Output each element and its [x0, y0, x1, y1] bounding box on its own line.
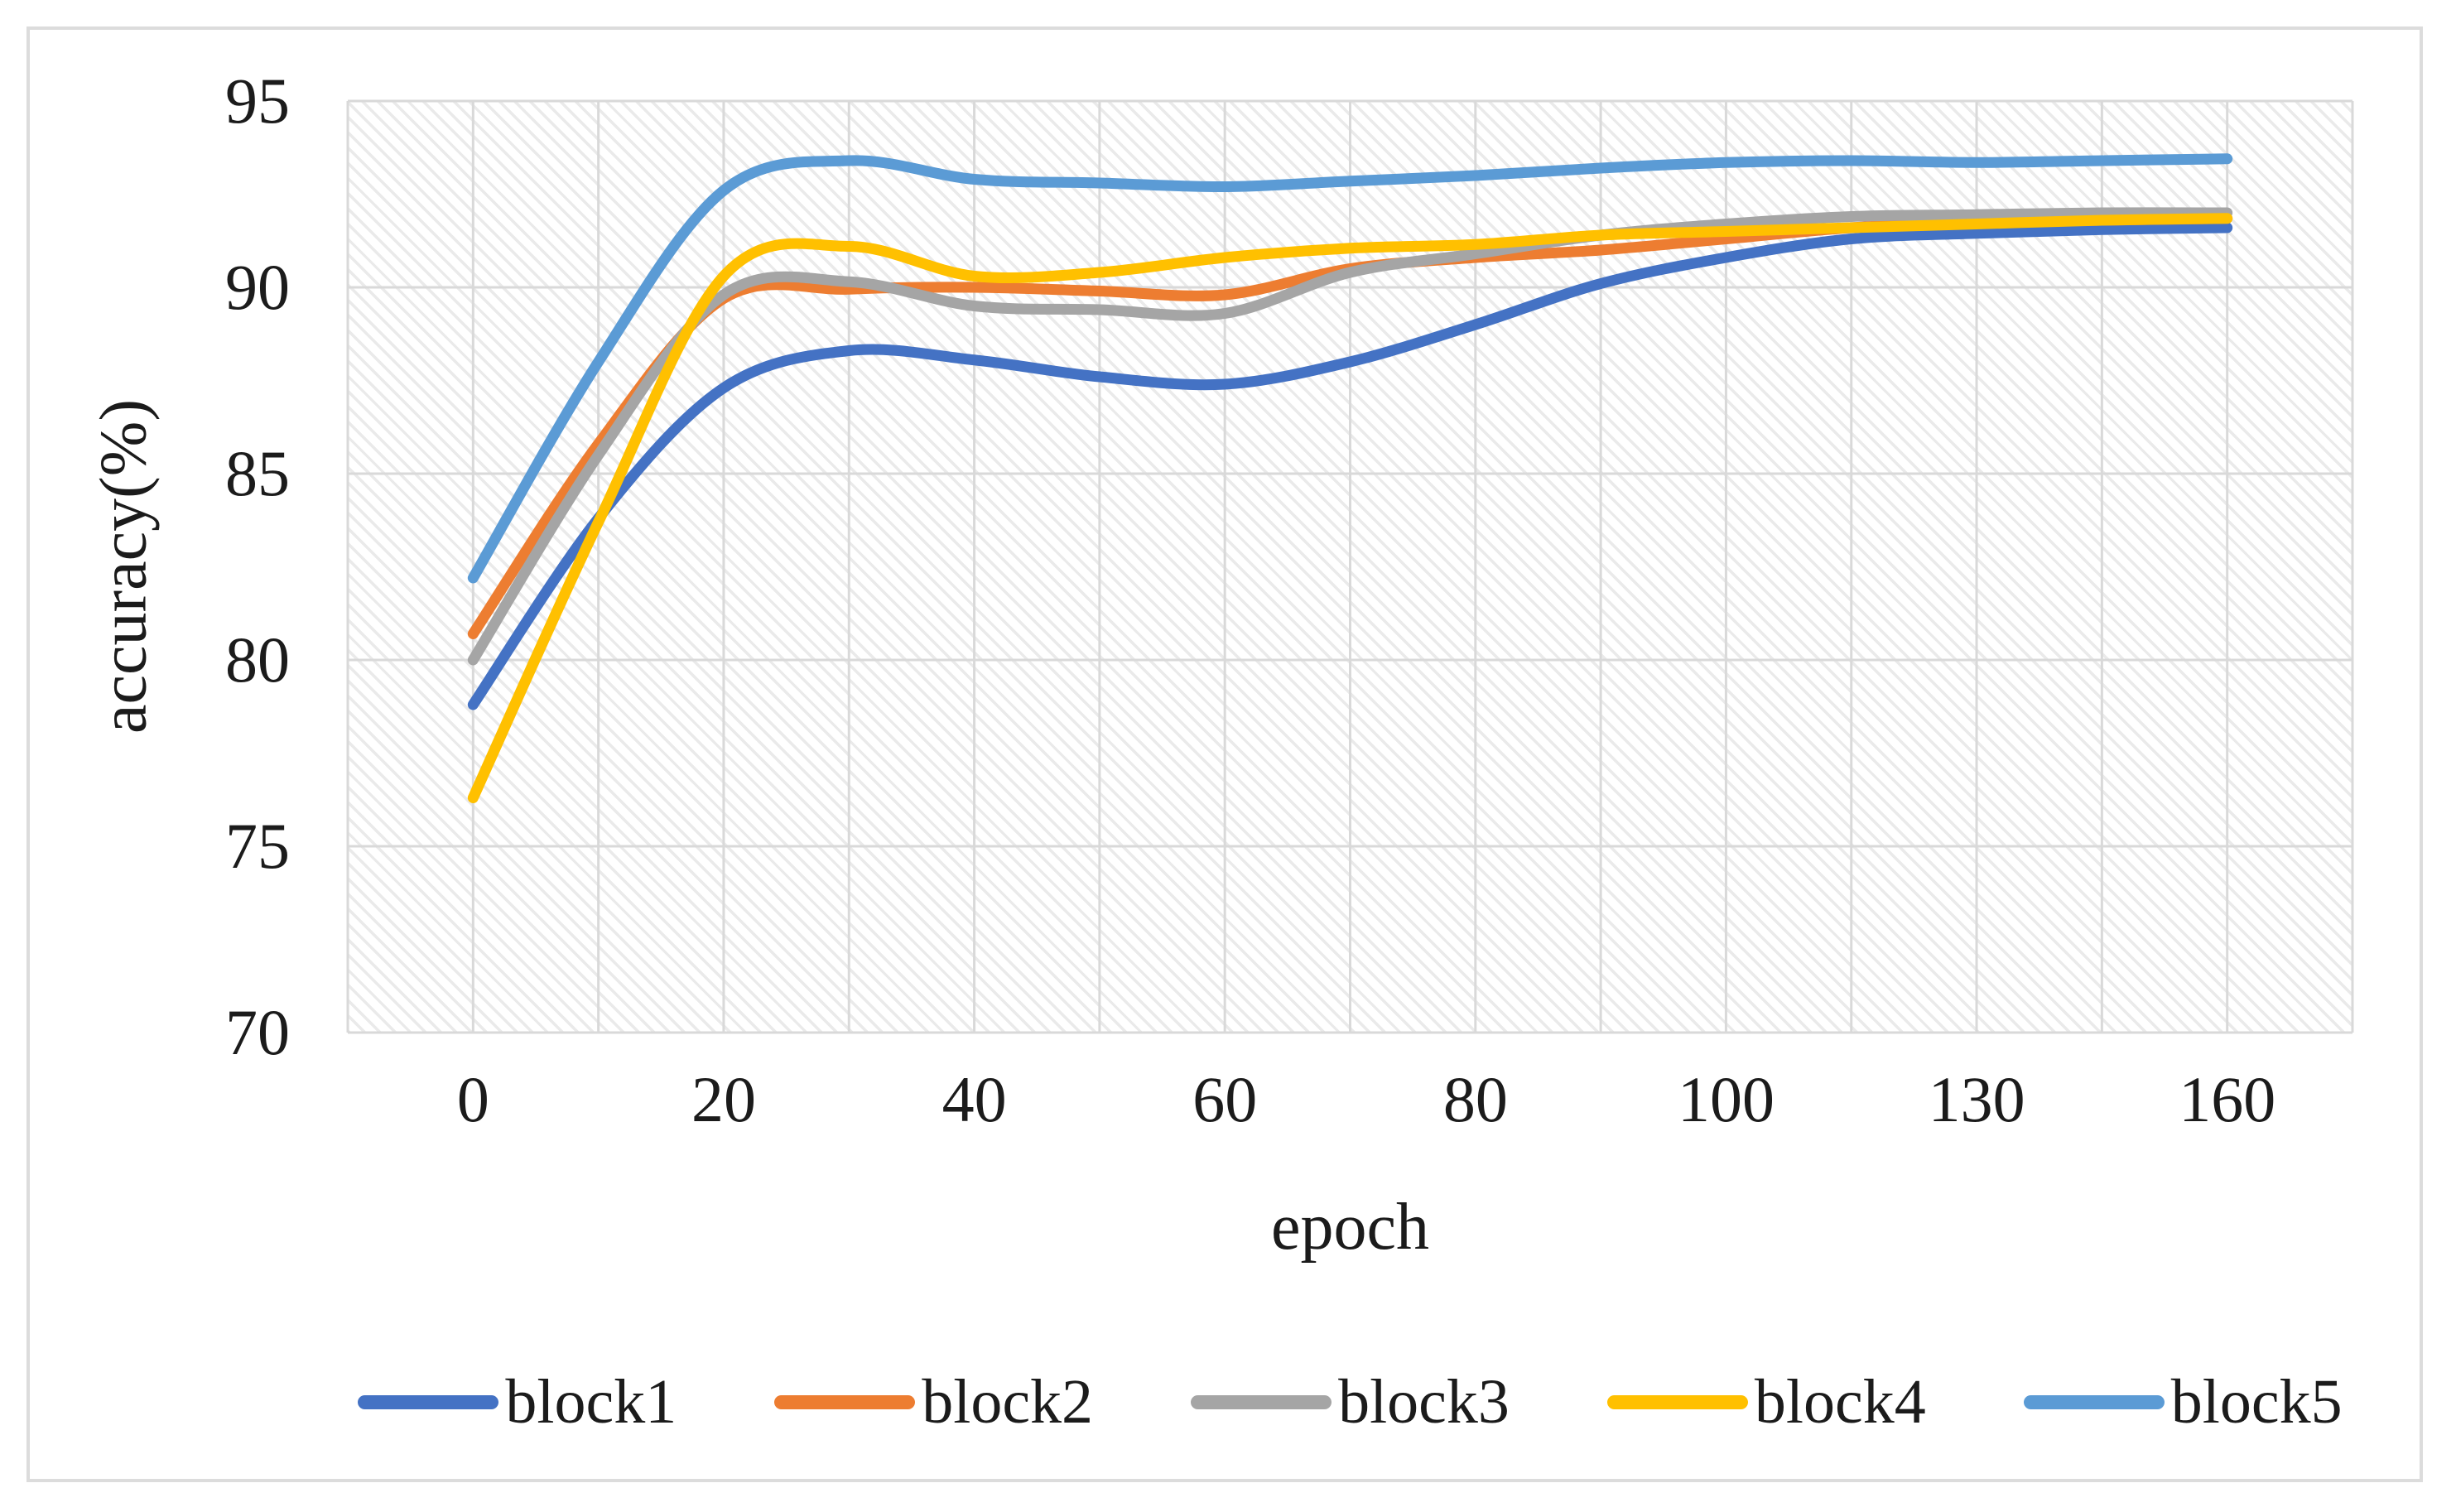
y-axis-title: accuracy(%) — [87, 398, 161, 734]
legend-label-block4: block4 — [1754, 1367, 1926, 1437]
y-tick-label-70: 70 — [225, 996, 290, 1068]
legend-swatch-block5 — [2023, 1394, 2165, 1409]
x-axis-title: epoch — [1270, 1191, 1429, 1264]
x-tick-label-40: 40 — [941, 1063, 1007, 1135]
legend-item-block4: block4 — [1606, 1360, 1926, 1443]
y-tick-label-75: 75 — [225, 810, 290, 882]
legend-item-block1: block1 — [358, 1360, 677, 1443]
legend-swatch-block4 — [1606, 1394, 1748, 1409]
x-tick-label-20: 20 — [691, 1063, 756, 1135]
series-line-block1 — [467, 222, 2233, 710]
legend-swatch-block3 — [1191, 1394, 1332, 1409]
y-axis-tick-labels: 95 90 85 80 75 70 — [0, 65, 290, 1068]
y-tick-label-95: 95 — [225, 65, 290, 137]
legend-label-block2: block2 — [922, 1367, 1094, 1437]
plot-area — [346, 99, 2354, 1034]
legend-item-block3: block3 — [1191, 1360, 1510, 1443]
legend-label-block1: block1 — [505, 1367, 677, 1437]
y-tick-label-85: 85 — [225, 437, 290, 509]
legend-swatch-block1 — [358, 1394, 499, 1409]
x-tick-label-60: 60 — [1192, 1063, 1258, 1135]
legend-item-block2: block2 — [774, 1360, 1093, 1443]
gridlines — [346, 99, 2354, 1034]
x-tick-label-80: 80 — [1442, 1063, 1508, 1135]
series-line-block3 — [467, 207, 2233, 666]
legend-label-block3: block3 — [1338, 1367, 1510, 1437]
x-tick-label-130: 130 — [1928, 1063, 2025, 1135]
y-tick-label-90: 90 — [225, 251, 290, 323]
legend-item-block5: block5 — [2023, 1360, 2343, 1443]
x-tick-label-100: 100 — [1677, 1063, 1775, 1135]
series-line-block5 — [467, 153, 2233, 584]
legend: block1 block2 block3 block4 block5 — [348, 1340, 2352, 1464]
x-tick-label-160: 160 — [2179, 1063, 2276, 1135]
x-axis-tick-labels: 0 20 40 60 80 100 130 160 — [348, 1058, 2352, 1149]
y-tick-label-80: 80 — [225, 624, 290, 696]
chart-canvas — [346, 99, 2354, 1034]
x-tick-label-0: 0 — [456, 1063, 489, 1135]
legend-swatch-block2 — [774, 1394, 916, 1409]
legend-label-block5: block5 — [2170, 1367, 2343, 1437]
series-line-block4 — [467, 213, 2233, 803]
